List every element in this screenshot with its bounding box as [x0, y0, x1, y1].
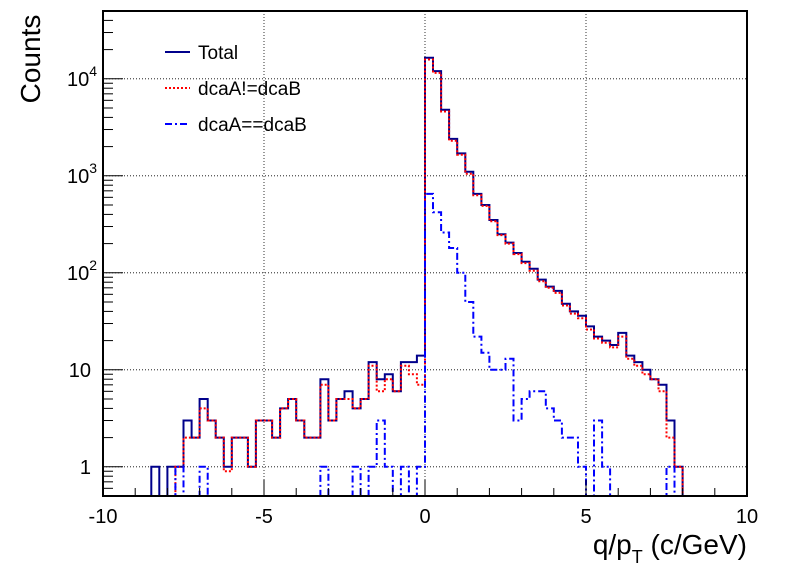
x-axis-title: q/pT (c/GeV)	[593, 529, 747, 567]
y-axis-title: Counts	[15, 15, 46, 104]
legend-label: dcaA==dcaB	[198, 115, 307, 136]
y-tick-label-base: 10	[67, 69, 89, 91]
y-tick-label: 102	[67, 257, 97, 285]
x-tick-label: 0	[419, 506, 430, 528]
y-tick-label: 103	[67, 160, 97, 188]
y-tick-label-base: 10	[67, 263, 89, 285]
y-tick-label-exponent: 3	[89, 160, 97, 176]
y-tick-label: 1	[80, 457, 91, 479]
axis-ticks	[102, 10, 748, 497]
x-tick-label: 5	[580, 506, 591, 528]
series-1	[151, 58, 691, 497]
x-title-prefix: q/p	[593, 529, 632, 560]
y-tick-label: 10	[69, 360, 91, 382]
legend-label: Total	[198, 43, 238, 64]
y-tick-label-base: 10	[67, 166, 89, 188]
legend-label: dcaA!=dcaB	[198, 79, 301, 100]
x-tick-label: -10	[89, 506, 118, 528]
x-title-suffix: (c/GeV)	[643, 529, 747, 560]
legend: Total dcaA!=dcaB dcaA==dcaB	[165, 43, 307, 136]
series-line	[151, 58, 691, 497]
y-tick-label: 104	[67, 63, 97, 91]
x-tick-label: 10	[736, 506, 758, 528]
x-tick-label: -5	[255, 506, 273, 528]
y-tick-label-exponent: 2	[89, 257, 97, 273]
x-title-subscript: T	[632, 547, 643, 567]
y-tick-label-exponent: 4	[89, 63, 97, 79]
